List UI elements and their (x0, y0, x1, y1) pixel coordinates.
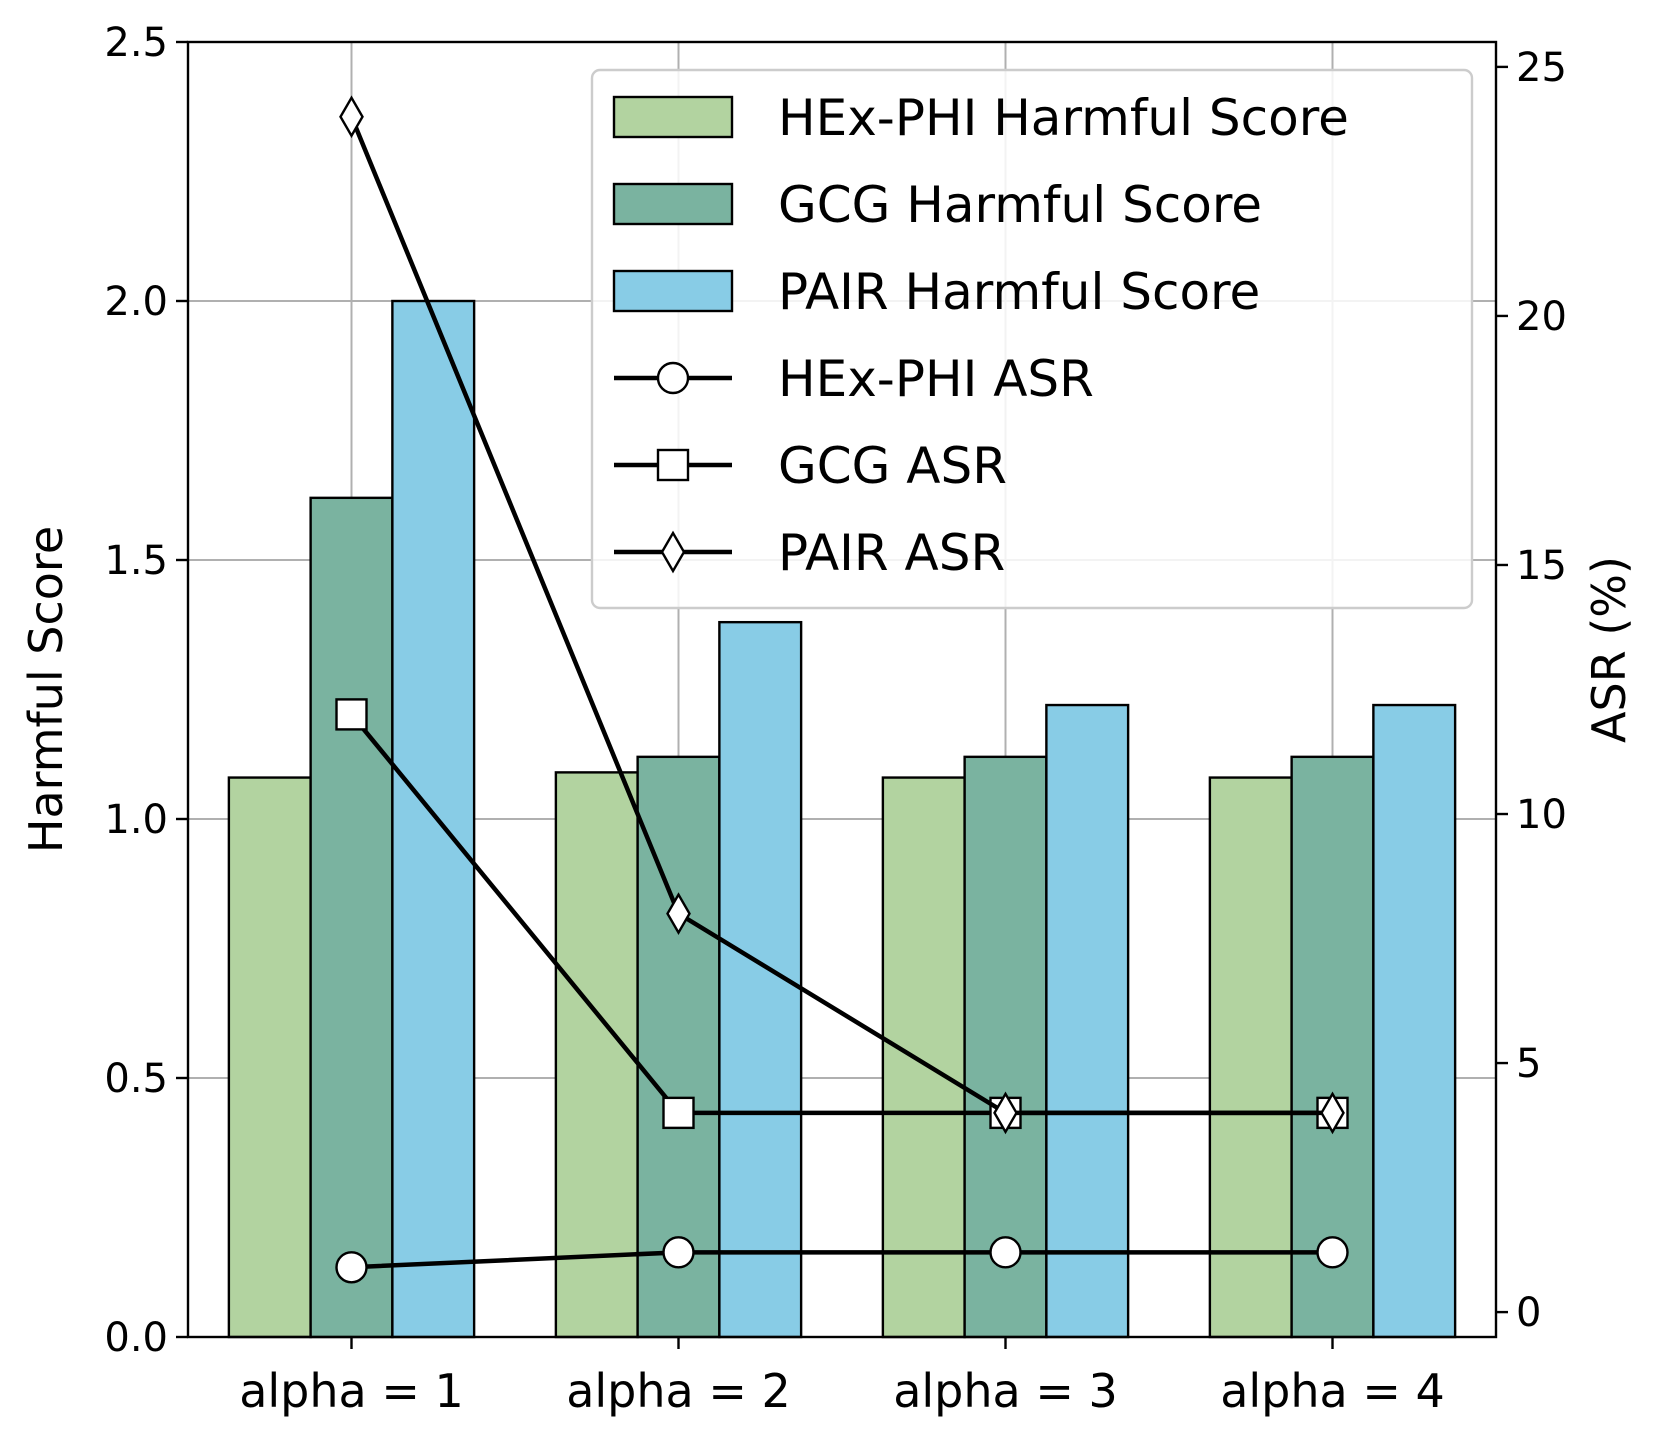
legend-label-hex-phi-asr: HEx-PHI ASR (778, 350, 1094, 408)
x-tick-label: alpha = 4 (1220, 1364, 1445, 1418)
plot-border (186, 40, 1498, 1339)
y2-tick-label: 0 (1516, 1290, 1541, 1336)
bar-pair-harmful-score-3 (1045, 703, 1130, 1339)
plot-frame (186, 40, 1498, 1339)
y-tick-label: 0.5 (104, 1056, 168, 1102)
legend-marker-gcg-asr (656, 448, 690, 482)
y-tick-label: 1.5 (104, 538, 168, 584)
y-axis-title: Harmful Score (19, 526, 73, 853)
y2-tick-label: 5 (1516, 1041, 1541, 1087)
point-hex-phi-asr-4 (1316, 1236, 1349, 1269)
y2-tick-label: 25 (1516, 45, 1567, 91)
legend-label-hex-phi-harmful-score: HEx-PHI Harmful Score (778, 89, 1349, 147)
x-tick-label: alpha = 3 (893, 1364, 1118, 1418)
legend-swatch-gcg-harmful-score (612, 182, 734, 226)
bar-hex-phi-harmful-score-1 (227, 776, 312, 1339)
legend-marker-pair-asr (660, 530, 686, 574)
line-hex-phi-asr (351, 1250, 1333, 1270)
point-pair-asr-2 (666, 892, 691, 936)
bar-pair-harmful-score-4 (1372, 703, 1457, 1339)
y2-tick-label: 15 (1516, 543, 1567, 589)
y-tick-label: 1.0 (104, 797, 168, 843)
bar-gcg-harmful-score-1 (309, 496, 394, 1339)
point-hex-phi-asr-1 (335, 1251, 368, 1284)
point-hex-phi-asr-3 (989, 1236, 1022, 1269)
bar-pair-harmful-score-1 (391, 299, 476, 1339)
asr-lines (335, 95, 1349, 1284)
legend-marker-hex-phi-asr (656, 361, 690, 395)
axes: 0.0 0.5 1.0 1.5 2.0 2.5 0 5 10 15 20 25 alpha = 1 alp… (19, 20, 1636, 1418)
y2-tick-label: 10 (1516, 792, 1567, 838)
legend-label-gcg-asr: GCG ASR (778, 437, 1007, 495)
point-hex-phi-asr-2 (662, 1236, 695, 1269)
y-tick-label: 2.5 (104, 20, 168, 66)
point-gcg-asr-1 (335, 698, 368, 731)
point-pair-asr-3 (993, 1091, 1018, 1135)
y-tick-label: 2.0 (104, 279, 168, 325)
point-pair-asr-4 (1320, 1091, 1345, 1135)
legend-label-pair-harmful-score: PAIR Harmful Score (778, 263, 1260, 321)
legend-label-gcg-harmful-score: GCG Harmful Score (778, 176, 1262, 234)
bar-hex-phi-harmful-score-2 (554, 771, 639, 1339)
y2-tick-label: 20 (1516, 294, 1567, 340)
x-tick-label: alpha = 1 (239, 1364, 464, 1418)
y2-axis-title: ASR (%) (1582, 556, 1636, 743)
legend-swatch-hex-phi-harmful-score (612, 95, 734, 139)
line-gcg-asr (349, 712, 1333, 1116)
y-tick-label: 0.0 (104, 1315, 168, 1361)
point-pair-asr-1 (339, 95, 364, 139)
legend-box (590, 68, 1474, 610)
legend: HEx-PHI Harmful Score GCG Harmful Score PA… (590, 68, 1474, 610)
line-pair-asr (349, 115, 1333, 1116)
legend-swatch-pair-harmful-score (612, 269, 734, 313)
x-tick-label: alpha = 2 (566, 1364, 791, 1418)
bar-hex-phi-harmful-score-4 (1208, 776, 1293, 1339)
point-gcg-asr-2 (662, 1096, 695, 1130)
legend-label-pair-asr: PAIR ASR (778, 524, 1005, 582)
